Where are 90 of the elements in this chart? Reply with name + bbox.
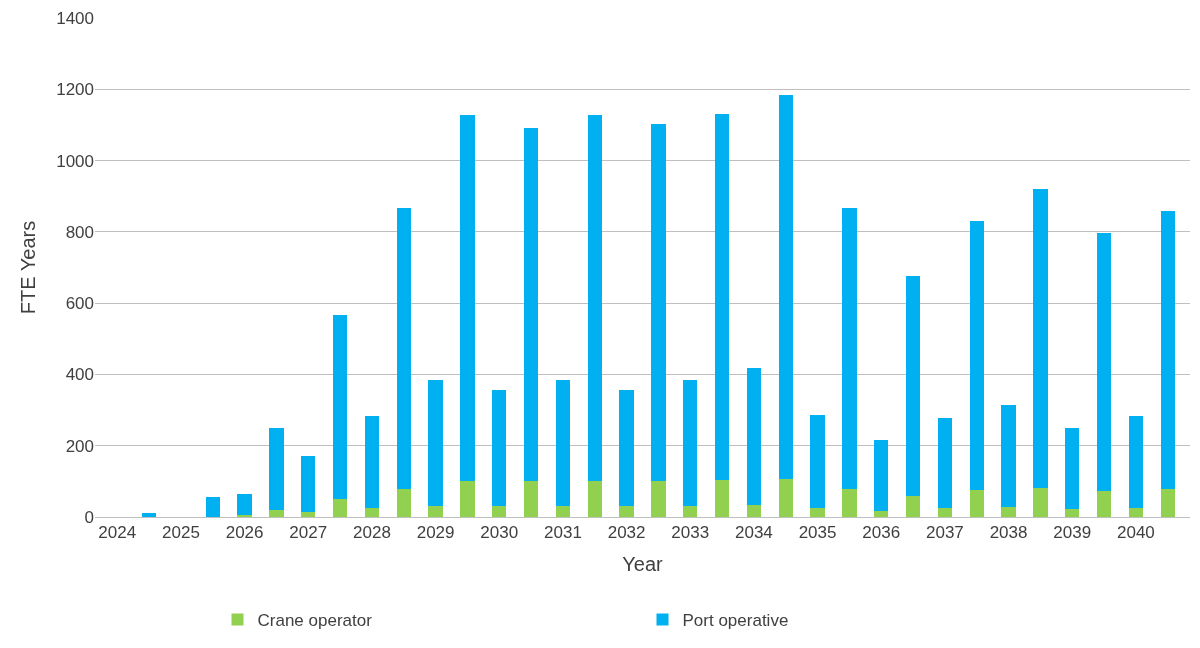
bar <box>905 275 921 496</box>
y-tick-label: 0 <box>84 507 94 527</box>
y-tick-label: 200 <box>65 436 94 456</box>
bar <box>364 508 380 517</box>
bar <box>460 481 475 517</box>
bar <box>651 123 666 482</box>
y-tick-label: 1000 <box>56 151 94 171</box>
bar <box>778 95 793 479</box>
x-tick-label: 2039 <box>1053 523 1092 543</box>
bar <box>1128 416 1144 509</box>
bar <box>269 427 284 510</box>
x-tick-label: 2040 <box>1116 523 1155 543</box>
bar <box>492 505 507 517</box>
y-tick-label: 400 <box>65 365 94 385</box>
legend-label: Crane operator <box>257 611 373 631</box>
bar <box>396 207 411 490</box>
bar <box>714 480 730 517</box>
bar <box>969 490 984 517</box>
bar <box>587 481 602 517</box>
x-tick-label: 2030 <box>480 523 519 543</box>
bar <box>332 314 348 500</box>
bar <box>555 505 571 517</box>
bar <box>1033 189 1048 488</box>
y-axis-title: FTE Years <box>16 220 39 315</box>
x-tick-label: 2026 <box>225 523 264 543</box>
bar <box>746 504 762 517</box>
bar <box>1128 508 1144 517</box>
x-tick-label: 2029 <box>416 523 455 543</box>
bar <box>874 440 889 511</box>
y-tick-label: 600 <box>65 294 94 314</box>
bar <box>905 495 921 517</box>
bar <box>460 115 475 482</box>
x-tick-label: 2027 <box>289 523 328 543</box>
bar <box>810 415 825 509</box>
bar <box>396 489 411 517</box>
bar <box>523 481 539 517</box>
bar <box>937 417 953 509</box>
bar <box>619 505 634 517</box>
bar <box>1065 427 1080 510</box>
bar <box>937 508 953 517</box>
bar <box>969 221 984 491</box>
x-tick-label: 2038 <box>989 523 1028 543</box>
x-tick-label: 2025 <box>162 523 200 543</box>
x-tick-label: 2024 <box>98 523 137 543</box>
x-tick-label: 2033 <box>671 523 710 543</box>
bar <box>746 368 762 505</box>
bar <box>714 114 730 481</box>
bar <box>428 379 443 506</box>
x-tick-label: 2034 <box>735 523 773 543</box>
bar <box>1065 509 1080 517</box>
bar <box>778 478 793 517</box>
bar <box>810 508 825 517</box>
bar <box>301 455 316 512</box>
bar <box>1160 211 1175 490</box>
bar <box>555 379 571 506</box>
bar <box>141 513 157 517</box>
bar <box>492 389 507 506</box>
legend-label: Port operative <box>682 611 789 631</box>
y-tick-label: 800 <box>65 222 94 242</box>
bar <box>1096 232 1112 492</box>
bar <box>619 389 634 506</box>
bar <box>651 481 666 517</box>
x-axis-title: Year <box>622 552 664 575</box>
y-tick-label: 1400 <box>56 8 94 28</box>
bar <box>523 127 539 482</box>
bar <box>1160 489 1175 517</box>
bar <box>683 379 698 506</box>
bar <box>587 115 602 482</box>
y-tick-label: 1200 <box>56 80 94 100</box>
bar <box>842 489 857 517</box>
bar <box>332 499 348 517</box>
x-tick-label: 2032 <box>607 523 646 543</box>
bar <box>1033 487 1048 517</box>
x-tick-label: 2028 <box>353 523 391 543</box>
bar <box>683 505 698 517</box>
x-tick-label: 2037 <box>925 523 964 543</box>
bar <box>205 496 220 517</box>
x-tick-label: 2036 <box>862 523 901 543</box>
bar <box>1096 491 1112 517</box>
bar <box>842 207 857 490</box>
bar <box>428 505 443 517</box>
bar <box>1001 507 1016 517</box>
bar <box>269 509 284 517</box>
bar <box>364 416 380 509</box>
bar <box>237 493 252 516</box>
bar <box>301 511 316 517</box>
x-tick-label: 2035 <box>798 523 837 543</box>
x-tick-label: 2031 <box>544 523 582 543</box>
bar <box>874 510 889 517</box>
bar <box>1001 405 1016 508</box>
